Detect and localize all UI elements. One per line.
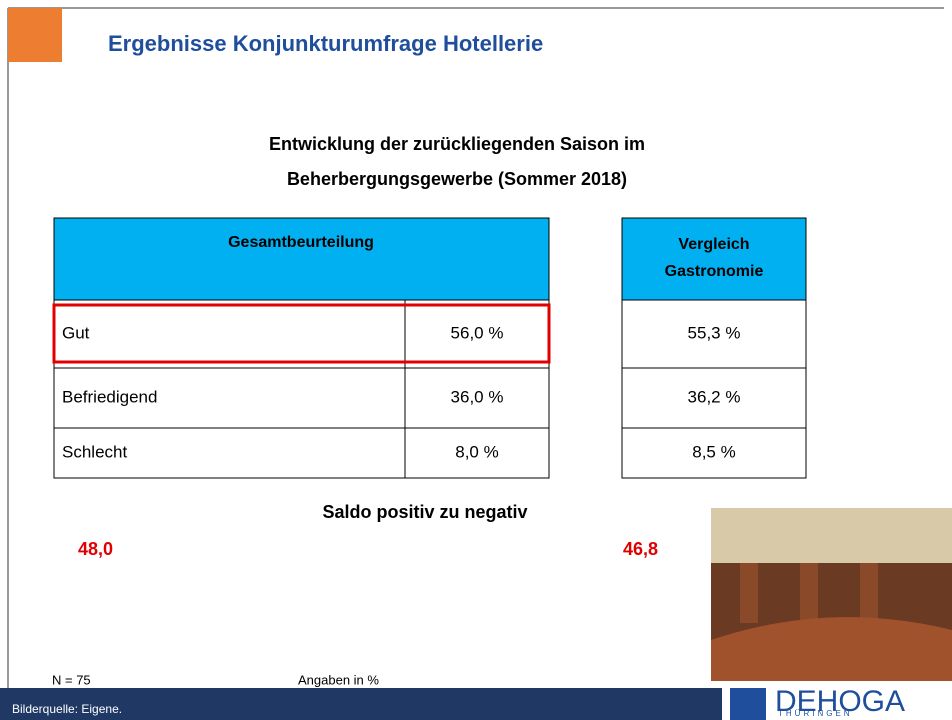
table-body: Gut 56,0 % 55,3 % Befriedigend 36,0 % 36,2 % S… (53, 299, 807, 479)
footer-source: Bilderquelle: Eigene. (12, 702, 122, 716)
table-cell (53, 367, 406, 429)
logo-icon (730, 688, 766, 720)
photo (711, 508, 952, 681)
table-cell (53, 299, 406, 369)
saldo-left: 48,0 (78, 539, 113, 559)
table-cell (404, 427, 550, 479)
row-label: Befriedigend (62, 387, 157, 406)
sample-size: N = 75 (52, 672, 91, 687)
subtitle: Beherbergungsgewerbe (Sommer 2018) (287, 169, 627, 189)
table-header-text: Gesamtbeurteilung (228, 234, 374, 251)
unit-note: Angaben in % (298, 672, 379, 687)
table-cell (404, 367, 550, 429)
comparison-header (621, 217, 807, 301)
logo: DEHOGA (775, 685, 905, 718)
table-cell (404, 299, 550, 369)
footer-bar (0, 688, 722, 720)
row-value: 56,0 % (451, 323, 504, 342)
saldo-label: Saldo positiv zu negativ (322, 502, 527, 522)
comparison-cell (621, 367, 807, 429)
row-label: Gut (62, 323, 90, 342)
title: Ergebnisse Konjunkturumfrage Hotellerie (108, 31, 543, 56)
row-label: Schlecht (62, 442, 127, 461)
comparison-value: 36,2 % (688, 387, 741, 406)
table-cell (53, 427, 406, 479)
highlight-box (52, 303, 551, 364)
subtitle: Entwicklung der zurückliegenden Saison i… (269, 134, 645, 154)
row-value: 36,0 % (451, 387, 504, 406)
comparison-cell (621, 427, 807, 479)
comparison-header-text: Vergleich (678, 236, 749, 253)
table-header (53, 217, 550, 301)
row-value: 8,0 % (455, 442, 498, 461)
saldo-right: 46,8 (623, 539, 658, 559)
comparison-value: 8,5 % (692, 442, 735, 461)
accent-square (8, 8, 62, 62)
logo-sub: THÜRINGEN (778, 709, 853, 718)
comparison-value: 55,3 % (688, 323, 741, 342)
comparison-header-text: Gastronomie (665, 263, 764, 280)
